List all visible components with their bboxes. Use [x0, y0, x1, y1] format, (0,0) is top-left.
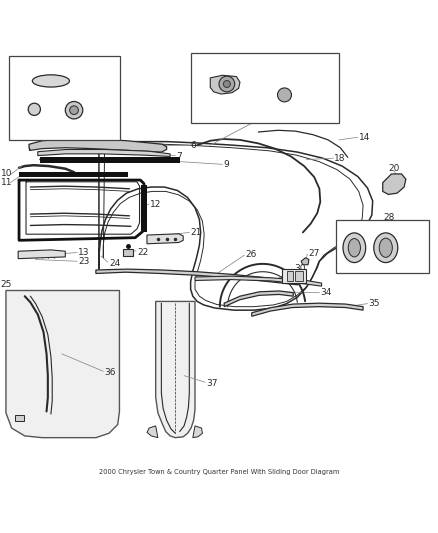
Text: 2000 Chrysler Town & Country Quarter Panel With Sliding Door Diagram: 2000 Chrysler Town & Country Quarter Pan…	[99, 469, 339, 475]
Bar	[191, 53, 339, 123]
Polygon shape	[38, 149, 170, 157]
Polygon shape	[383, 174, 406, 195]
Text: 21: 21	[190, 228, 201, 237]
Circle shape	[70, 106, 78, 115]
Text: 11: 11	[1, 178, 12, 187]
Text: 7: 7	[176, 152, 182, 161]
Text: 28: 28	[383, 213, 395, 222]
Polygon shape	[147, 426, 158, 438]
Polygon shape	[210, 75, 240, 94]
Text: 14: 14	[359, 133, 370, 142]
Text: 9: 9	[223, 160, 229, 169]
Text: 18: 18	[334, 154, 346, 163]
Text: 27: 27	[308, 249, 319, 258]
Ellipse shape	[374, 233, 398, 263]
Bar	[287, 271, 293, 281]
Ellipse shape	[348, 239, 360, 257]
Bar	[14, 415, 24, 422]
Polygon shape	[224, 291, 293, 306]
Polygon shape	[96, 269, 297, 285]
Polygon shape	[147, 234, 183, 244]
Text: 35: 35	[368, 299, 380, 308]
Circle shape	[223, 80, 230, 87]
Text: 20: 20	[388, 164, 399, 173]
Polygon shape	[155, 302, 195, 438]
Polygon shape	[29, 139, 166, 152]
Text: 22: 22	[137, 248, 148, 256]
Bar	[9, 56, 120, 140]
Circle shape	[28, 103, 40, 116]
Text: 4: 4	[85, 111, 91, 120]
Text: 12: 12	[150, 199, 161, 208]
Bar	[123, 249, 133, 256]
Text: 3: 3	[22, 103, 28, 111]
Circle shape	[65, 101, 83, 119]
Bar	[141, 185, 147, 232]
Bar	[295, 271, 303, 281]
Circle shape	[219, 76, 235, 92]
Ellipse shape	[343, 233, 366, 263]
Circle shape	[278, 88, 291, 102]
Text: 36: 36	[104, 368, 116, 377]
Bar	[19, 172, 128, 176]
Text: 2: 2	[305, 87, 311, 96]
Polygon shape	[195, 276, 321, 286]
Text: 10: 10	[1, 169, 12, 179]
Text: 24: 24	[109, 260, 120, 269]
Text: 25: 25	[1, 280, 12, 289]
Polygon shape	[18, 250, 65, 259]
Text: 23: 23	[78, 257, 89, 266]
Bar	[40, 157, 180, 163]
Text: 34: 34	[320, 288, 332, 297]
Polygon shape	[6, 290, 120, 438]
Polygon shape	[301, 258, 309, 265]
Text: 37: 37	[206, 379, 217, 388]
Ellipse shape	[32, 75, 70, 87]
Text: 1: 1	[245, 72, 251, 81]
Bar	[283, 269, 306, 283]
Polygon shape	[193, 426, 202, 438]
Bar	[336, 220, 428, 273]
Text: 6: 6	[191, 141, 196, 150]
Text: 13: 13	[78, 248, 89, 257]
Text: 30: 30	[294, 264, 306, 273]
Text: 26: 26	[245, 250, 257, 259]
Polygon shape	[252, 303, 363, 316]
Ellipse shape	[379, 238, 392, 257]
